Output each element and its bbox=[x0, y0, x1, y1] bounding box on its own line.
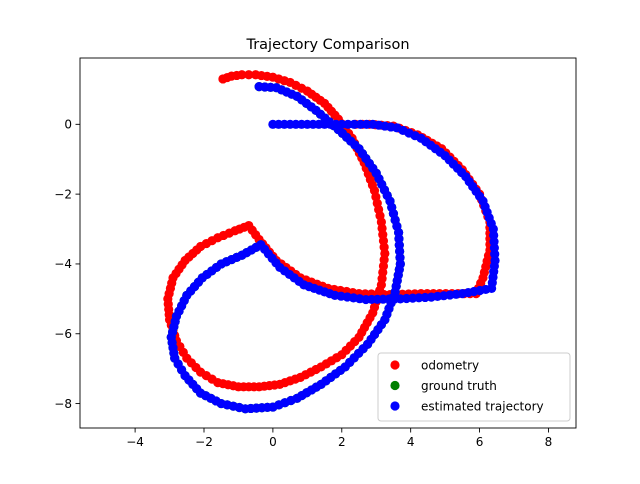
legend-label: estimated trajectory bbox=[421, 399, 544, 413]
legend-marker bbox=[390, 401, 400, 411]
x-tick-label: 2 bbox=[338, 435, 346, 449]
series-layer bbox=[163, 70, 500, 414]
legend-label: odometry bbox=[421, 358, 479, 372]
series-estimated-trajectory bbox=[166, 82, 500, 414]
y-tick-label: −2 bbox=[54, 187, 72, 201]
x-tick-label: −4 bbox=[126, 435, 144, 449]
legend-marker bbox=[390, 360, 400, 370]
x-tick-label: 0 bbox=[269, 435, 277, 449]
plot-frame bbox=[79, 57, 577, 429]
legend-marker bbox=[390, 380, 400, 391]
x-tick-label: 6 bbox=[476, 435, 484, 449]
y-tick-label: 0 bbox=[64, 118, 72, 132]
legend-box bbox=[377, 352, 571, 422]
legend-item-odometry: odometry bbox=[390, 358, 479, 372]
y-tick-label: −8 bbox=[54, 397, 72, 411]
data-point bbox=[268, 119, 278, 129]
data-point bbox=[244, 70, 254, 80]
x-tick-label: 8 bbox=[545, 435, 553, 449]
chart-title: Trajectory Comparison bbox=[245, 37, 409, 53]
legend-label: ground truth bbox=[421, 379, 497, 393]
data-point bbox=[237, 70, 247, 80]
legend-item-ground-truth: ground truth bbox=[390, 379, 497, 393]
legend-item-estimated-trajectory: estimated trajectory bbox=[390, 399, 544, 413]
x-tick-label: −2 bbox=[195, 435, 213, 449]
axes-layer: −4 −2 0 2 4 6 8 −8 −6 −4 −2 0 bbox=[54, 57, 577, 449]
y-tick-label: −4 bbox=[54, 257, 72, 271]
y-tick-label: −6 bbox=[54, 327, 72, 341]
legend: odometry ground truth estimated trajectory bbox=[377, 352, 571, 422]
x-tick-label: 4 bbox=[407, 435, 415, 449]
